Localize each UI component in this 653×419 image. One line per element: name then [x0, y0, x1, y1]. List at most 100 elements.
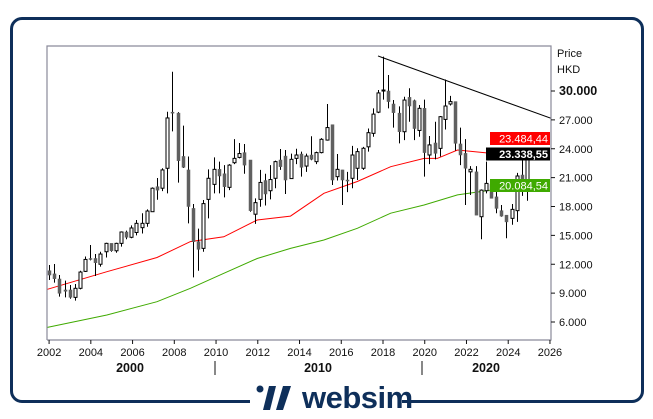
candle: [484, 161, 489, 194]
candle: [510, 203, 515, 225]
candle: [412, 99, 417, 141]
candle: [381, 56, 386, 100]
candle-body: [294, 154, 299, 159]
candle-body: [191, 208, 196, 242]
candle: [427, 136, 432, 165]
y-tick-label: 9.000: [559, 288, 587, 300]
candle-body: [479, 189, 484, 218]
candle-body: [227, 164, 232, 188]
candle-body: [186, 169, 191, 207]
candle: [217, 161, 222, 194]
candle: [150, 187, 155, 213]
candle-body: [371, 113, 376, 134]
candle: [206, 169, 211, 219]
candle-body: [119, 231, 124, 244]
candle: [68, 284, 73, 299]
x-tick-label: 2016: [329, 347, 353, 359]
candle: [129, 225, 134, 239]
candle: [57, 275, 62, 297]
x-tick-label: 2010: [204, 347, 228, 359]
red-ma-value-tag-bg: [490, 132, 550, 145]
candle-body: [412, 100, 417, 129]
candle-body: [484, 182, 489, 192]
x-tick-label: 2006: [120, 347, 144, 359]
candle-body: [150, 187, 155, 213]
candle-body: [427, 144, 432, 156]
green-ma-value-tag: 20.084,54: [490, 179, 550, 193]
x-tick-label: 2002: [37, 347, 61, 359]
candle: [93, 254, 98, 276]
candle: [325, 103, 330, 141]
decade-label: 2010: [304, 361, 332, 375]
candle: [376, 90, 381, 114]
x-tick-label: 2004: [79, 347, 103, 359]
candle-body: [47, 270, 52, 276]
candle-body: [468, 168, 473, 173]
candle: [299, 151, 304, 177]
candle: [134, 219, 139, 236]
websim-logo-text: websim: [302, 380, 413, 415]
candle-body: [176, 112, 181, 161]
candle: [165, 111, 170, 194]
candle: [335, 154, 340, 181]
candle: [314, 151, 319, 165]
candle-body: [463, 153, 468, 169]
candle: [355, 148, 360, 181]
moving-average-line-1: [47, 149, 526, 290]
websim-logo: websim: [256, 380, 413, 416]
candle-body: [397, 112, 402, 132]
candle-body: [83, 258, 88, 272]
candle: [468, 166, 473, 195]
candle-body: [474, 171, 479, 216]
plot-area: [47, 55, 551, 328]
candle: [63, 280, 68, 298]
candle: [258, 169, 263, 207]
x-tick-label: 2020: [412, 347, 436, 359]
candle-body: [278, 159, 283, 167]
logo-gap: [250, 385, 402, 419]
candle: [73, 283, 78, 301]
candle-body: [98, 253, 103, 265]
candle: [407, 88, 412, 122]
trendline: [377, 55, 551, 119]
candle-body: [515, 175, 520, 212]
candle-body: [355, 151, 360, 169]
x-tick-label: 2026: [538, 347, 562, 359]
candle-body: [114, 242, 119, 252]
candle: [443, 79, 448, 130]
candle: [463, 139, 468, 205]
candle: [222, 165, 227, 198]
candle: [186, 156, 191, 224]
candle-body: [206, 177, 211, 200]
candle: [361, 146, 366, 170]
candle-body: [109, 243, 114, 252]
candle-body: [309, 154, 314, 160]
candle-body: [499, 210, 504, 217]
candle-body: [242, 152, 247, 166]
candle-body: [289, 158, 294, 180]
candle-body: [73, 287, 78, 298]
last-price-tag-text: 23.338,55: [499, 149, 548, 161]
candle: [181, 125, 186, 168]
candle-body: [258, 181, 263, 200]
x-tick-label: 2018: [371, 347, 395, 359]
candle-body: [78, 271, 83, 289]
candle-body: [181, 156, 186, 168]
moving-average-line-2: [47, 186, 527, 328]
candle-body: [124, 231, 129, 238]
candle: [366, 128, 371, 152]
candle-body: [134, 222, 139, 233]
candle-body: [237, 153, 242, 158]
red-ma-value-tag-text: 23.484,44: [499, 134, 548, 146]
candle-body: [52, 273, 57, 279]
candle-body: [165, 117, 170, 169]
candle: [83, 256, 88, 272]
candle: [371, 108, 376, 137]
candle: [391, 100, 396, 128]
candle: [263, 173, 268, 206]
y-tick-label: 21.000: [559, 173, 593, 185]
candle: [479, 189, 484, 240]
candle: [504, 214, 509, 239]
candle: [232, 139, 237, 165]
